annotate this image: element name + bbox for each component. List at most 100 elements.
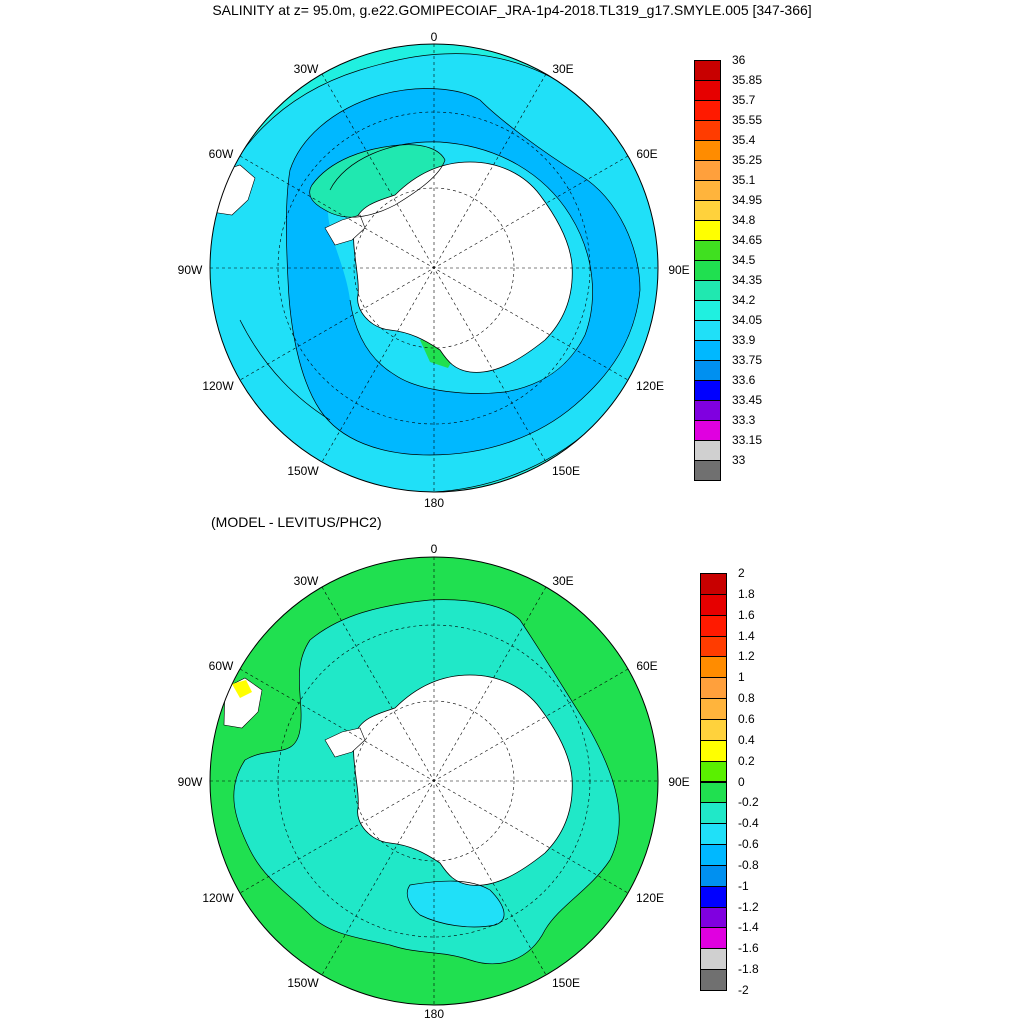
salinity-colorbar-swatch bbox=[694, 160, 721, 181]
difference-colorbar-tick-label: 1.2 bbox=[738, 649, 755, 664]
salinity-colorbar-tick-label: 33.6 bbox=[732, 373, 756, 387]
difference-colorbar-tick-label: -2 bbox=[738, 983, 749, 997]
salinity-colorbar-tick-label: 35.25 bbox=[732, 153, 763, 167]
salinity-colorbar-swatch bbox=[694, 420, 721, 441]
difference-colorbar-tick-label: 2 bbox=[738, 566, 745, 580]
salinity-colorbar-tick-label: 34.2 bbox=[732, 293, 756, 307]
lon-label-0: 0 bbox=[430, 542, 438, 556]
salinity-map bbox=[210, 44, 658, 492]
lon-label-150e: 150E bbox=[551, 464, 581, 478]
difference-colorbar-tick-label: 0.4 bbox=[738, 732, 755, 747]
salinity-weddell-patch bbox=[309, 144, 445, 218]
salinity-colorbar-tick-label: 34.65 bbox=[732, 233, 763, 247]
salinity-colorbar-tick-label: 34.35 bbox=[732, 273, 763, 287]
south-america-bottom bbox=[223, 677, 263, 729]
difference-colorbar-tick-label: -1.2 bbox=[738, 899, 759, 914]
lon-label-60e: 60E bbox=[636, 659, 658, 673]
difference-ross-patch bbox=[407, 881, 505, 927]
salinity-colorbar-swatch bbox=[694, 60, 721, 81]
difference-colorbar-swatch bbox=[700, 969, 727, 991]
salinity-colorbar: 36 35.85 35.7 35.55 35.4 35.25 35.1 34.95 34.8 34… bbox=[694, 53, 762, 481]
difference-colorbar-swatch bbox=[700, 573, 727, 595]
difference-colorbar-tick-label: 0.8 bbox=[738, 691, 755, 706]
lon-label-150e: 150E bbox=[551, 976, 581, 990]
salinity-colorbar-swatch bbox=[694, 380, 721, 401]
lon-label-0: 0 bbox=[430, 30, 438, 44]
graticule-bottom bbox=[210, 557, 658, 1005]
difference-colorbar-tick-label: -1.8 bbox=[738, 962, 759, 977]
salinity-colorbar-tick-label: 33.15 bbox=[732, 433, 763, 447]
lon-label-120w: 120W bbox=[202, 891, 234, 905]
difference-colorbar-tick-label: -0.4 bbox=[738, 816, 759, 831]
antarctica-bottom bbox=[353, 674, 573, 886]
lon-label-90e: 90E bbox=[668, 775, 690, 789]
difference-colorbar-tick-label: 1.6 bbox=[738, 607, 755, 622]
lon-label-30w: 30W bbox=[293, 62, 319, 76]
lon-label-30e: 30E bbox=[552, 574, 574, 588]
difference-colorbar-tick-label: -0.2 bbox=[738, 795, 759, 810]
difference-colorbar-swatch bbox=[700, 614, 727, 637]
difference-colorbar-swatch bbox=[700, 781, 727, 804]
lon-label-90e: 90E bbox=[668, 263, 690, 277]
difference-colorbar-swatch bbox=[700, 823, 727, 846]
lon-label-60w: 60W bbox=[208, 659, 234, 673]
lon-label-90w: 90W bbox=[177, 775, 203, 789]
difference-colorbar-swatch bbox=[700, 844, 727, 866]
salinity-colorbar-tick-label: 34.5 bbox=[732, 253, 756, 267]
difference-colorbar-swatch bbox=[700, 593, 727, 616]
difference-yellow-patch bbox=[232, 680, 252, 698]
salinity-colorbar-swatch bbox=[694, 440, 721, 461]
difference-colorbar-tick-label: -1.4 bbox=[738, 920, 759, 935]
map-border-top bbox=[209, 43, 659, 493]
salinity-colorbar-tick-label: 36 bbox=[732, 53, 746, 67]
difference-colorbar-swatch bbox=[700, 760, 727, 783]
figure-title: SALINITY at z= 95.0m, g.e22.GOMIPECOIAF_… bbox=[212, 2, 812, 18]
difference-colorbar-swatch bbox=[700, 677, 727, 700]
salinity-colorbar-tick-label: 33.9 bbox=[732, 333, 756, 347]
salinity-colorbar-swatch bbox=[694, 320, 721, 341]
salinity-colorbar-swatch bbox=[694, 280, 721, 301]
difference-colorbar-swatch bbox=[700, 656, 727, 679]
salinity-colorbar-tick-label: 35.1 bbox=[732, 173, 756, 187]
difference-colorbar-tick-label: 1 bbox=[738, 670, 745, 685]
difference-colorbar-swatch bbox=[700, 864, 727, 887]
difference-colorbar: 2 1.8 1.6 1.4 1.2 1 0.8 0.6 0.4 0.2 0 -0.2 -0.4 -0.6 -… bbox=[700, 566, 759, 997]
salinity-colorbar-tick-label: 33.45 bbox=[732, 393, 763, 407]
difference-colorbar-tick-label: 1.8 bbox=[738, 586, 755, 601]
difference-subtitle: (MODEL - LEVITUS/PHC2) bbox=[211, 514, 382, 530]
map-border-bottom bbox=[209, 556, 659, 1006]
difference-colorbar-tick-label: -1 bbox=[738, 878, 749, 893]
lon-label-30w: 30W bbox=[293, 574, 319, 588]
difference-map bbox=[210, 557, 658, 1005]
difference-colorbar-tick-label: 1.4 bbox=[738, 628, 755, 643]
difference-colorbar-tick-label: -1.6 bbox=[738, 941, 759, 956]
salinity-colorbar-swatch bbox=[694, 100, 721, 121]
difference-colorbar-swatch bbox=[700, 802, 727, 825]
lon-label-60w: 60W bbox=[208, 147, 234, 161]
lon-label-120e: 120E bbox=[635, 379, 665, 393]
difference-colorbar-tick-label: -0.8 bbox=[738, 857, 759, 872]
salinity-colorbar-tick-label: 33 bbox=[732, 453, 746, 467]
salinity-colorbar-swatch bbox=[694, 260, 721, 281]
difference-colorbar-tick-label: -0.6 bbox=[738, 837, 759, 852]
salinity-colorbar-swatch bbox=[694, 360, 721, 381]
difference-contours bbox=[233, 599, 620, 964]
salinity-colorbar-swatch bbox=[694, 240, 721, 261]
lon-label-90w: 90W bbox=[177, 263, 203, 277]
lon-label-30e: 30E bbox=[552, 62, 574, 76]
difference-colorbar-swatch bbox=[700, 739, 727, 762]
difference-colorbar-swatch bbox=[700, 635, 727, 658]
salinity-colorbar-swatch bbox=[694, 80, 721, 101]
lon-label-180: 180 bbox=[423, 496, 445, 510]
difference-colorbar-swatch bbox=[700, 885, 727, 908]
salinity-colorbar-tick-label: 35.55 bbox=[732, 113, 763, 127]
salinity-colorbar-tick-label: 35.4 bbox=[732, 133, 756, 147]
salinity-colorbar-tick-label: 33.75 bbox=[732, 353, 763, 367]
lon-label-120e: 120E bbox=[635, 891, 665, 905]
salinity-colorbar-swatch bbox=[694, 200, 721, 221]
salinity-colorbar-swatch bbox=[694, 400, 721, 421]
lon-label-150w: 150W bbox=[287, 464, 319, 478]
difference-colorbar-swatch bbox=[700, 698, 727, 720]
salinity-colorbar-tick-label: 33.3 bbox=[732, 413, 756, 427]
